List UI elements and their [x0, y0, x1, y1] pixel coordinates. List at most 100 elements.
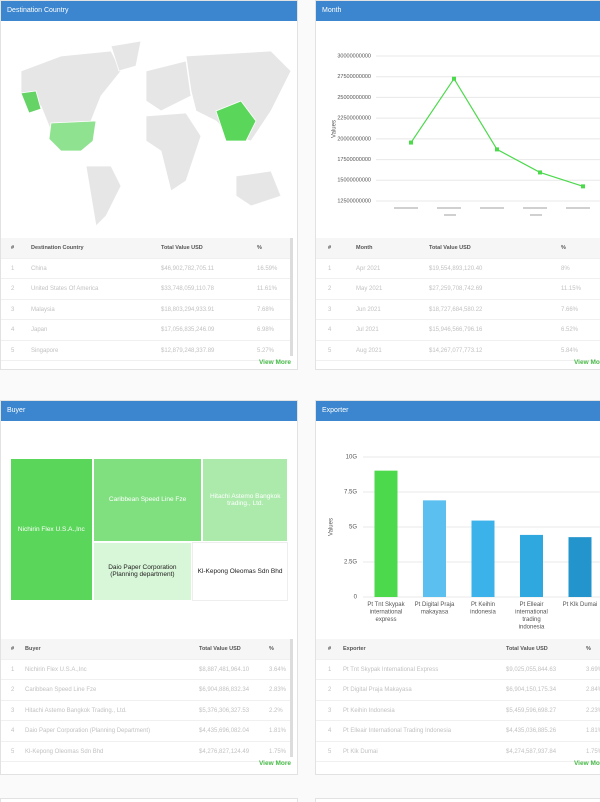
table-cell: $27,259,708,742.69	[429, 286, 483, 292]
table-cell: Jun 2021	[356, 306, 381, 313]
table-cell: Hitachi Astemo Bangkok Trading., Ltd.	[25, 707, 127, 714]
table-row: 3 Pt Keihin Indonesia $5,459,596,698.27 2.2…	[316, 701, 600, 721]
continent	[145, 60, 192, 112]
x-tick-placeholder	[566, 207, 590, 209]
treemap-label: Nichirin Flex U.S.A.,Inc	[17, 526, 85, 533]
table-cell: 2	[328, 286, 332, 292]
table-cell: 7.66%	[561, 306, 579, 313]
treemap-cell: Hitachi Astemo Bangkok trading., Ltd.	[202, 458, 288, 542]
table-row: 5 Singapore $12,879,248,337.89 5.27%	[1, 341, 291, 361]
table-cell: Apr 2021	[356, 265, 381, 272]
highlighted-country	[20, 90, 42, 114]
table-cell: Pt Elleair International Trading Indones…	[343, 728, 452, 734]
y-tick-label: 0	[354, 595, 358, 601]
column-header: Total Value USD	[429, 245, 471, 251]
table-cell: Singapore	[31, 347, 59, 354]
x-tick-placeholder	[437, 207, 461, 209]
y-axis-label: Values	[332, 120, 338, 138]
highlighted-country	[215, 100, 257, 142]
table-cell: 1	[328, 265, 332, 272]
table-row: 3 Jun 2021 $18,727,684,580.22 7.66%	[316, 300, 600, 320]
table-cell: $4,435,696,082.04	[199, 728, 250, 734]
bar-chart: 0 2.5G 5G 7.5G 10G Values Pt Tnt Skypak interna…	[329, 455, 600, 630]
panel-title: Buyer	[1, 401, 297, 421]
table-cell: 2.23%	[586, 707, 600, 714]
bar	[423, 500, 446, 597]
bar	[520, 534, 543, 597]
table-cell: Nichirin Flex U.S.A.,Inc	[25, 666, 87, 673]
table-cell: 3	[11, 707, 15, 714]
table-cell: 5.84%	[561, 347, 579, 354]
treemap-cell: Nichirin Flex U.S.A.,Inc	[10, 458, 93, 601]
table-cell: 2	[328, 687, 332, 693]
table-cell: 5	[328, 347, 332, 354]
table-header: # Exporter Total Value USD%	[316, 639, 600, 660]
column-header: #	[328, 245, 332, 251]
table-cell: 3.64%	[269, 666, 287, 673]
y-tick-label: 15000000000	[337, 178, 371, 184]
treemap-cell: Daio Paper Corporation (Planning departm…	[92, 541, 193, 601]
table-cell: $4,435,036,885.26	[506, 728, 557, 734]
table-cell: Pt Keihin Indonesia	[343, 707, 395, 714]
exporter-panel: Exporter # Exporter Total Value USD% 1 Pt Tn…	[315, 400, 600, 775]
panel-title: Month	[316, 1, 600, 21]
x-tick-placeholder	[530, 214, 542, 216]
point-marker	[495, 147, 499, 152]
panel-title: Destination Country	[1, 1, 297, 21]
continent	[235, 170, 282, 207]
continent	[85, 165, 122, 227]
y-tick-label: 20000000000	[337, 136, 371, 142]
treemap-cell: Kl-Kepong Oleomas Sdn Bhd	[192, 541, 288, 601]
table-cell: 8%	[561, 265, 570, 272]
table-row: 2 Pt Digital Praja Makayasa $6,904,150,175…	[316, 680, 600, 701]
column-header: Total Value USD	[199, 646, 241, 652]
y-tick-label: 27500000000	[337, 74, 371, 80]
table-row: 3 Malaysia $18,803,294,933.91 7.68%	[1, 300, 291, 320]
point-marker	[538, 170, 542, 175]
view-more-link[interactable]: View More	[258, 359, 291, 366]
table-cell: China	[31, 265, 47, 272]
x-tick-placeholder	[394, 207, 418, 209]
data-line	[410, 77, 584, 187]
table-cell: Daio Paper Corporation (Planning Departm…	[25, 728, 151, 734]
table-cell: 5.27%	[257, 347, 275, 354]
next-panel	[315, 798, 600, 802]
column-header: Buyer	[25, 646, 41, 652]
table-row: 2 Caribbean Speed Line Fze $6,904,886,832.…	[1, 680, 291, 701]
table-row: 1 China $46,902,782,705.11 16.59%	[1, 259, 291, 279]
table-cell: 3	[328, 707, 332, 714]
table-cell: Caribbean Speed Line Fze	[25, 687, 97, 693]
table-cell: Pt Klk Dumai	[343, 748, 378, 755]
bar	[374, 470, 398, 597]
table-cell: 6.52%	[561, 327, 579, 333]
y-tick-label: 25000000000	[337, 95, 371, 101]
column-header: %	[257, 245, 262, 251]
destination-panel: Destination Country # Destination Country…	[0, 0, 298, 370]
table-cell: $18,727,684,580.22	[429, 306, 483, 313]
table-row: 4 Jul 2021 $15,946,566,796.16 6.52%	[316, 320, 600, 341]
data-table: # Month Total Value USD% 1 Apr 2021 $19,554,8…	[316, 238, 600, 361]
table-cell: 2.84%	[586, 687, 600, 693]
table-cell: $4,274,587,937.84	[506, 748, 557, 755]
panel-title: Exporter	[316, 401, 600, 421]
table-cell: 1	[11, 265, 15, 272]
table-header: # Buyer Total Value USD%	[1, 639, 291, 660]
table-cell: 6.98%	[257, 327, 275, 333]
y-tick-label: 10G	[346, 455, 358, 461]
continent	[145, 112, 202, 192]
treemap-label: Caribbean Speed Line Fze	[108, 496, 187, 504]
table-row: 5 Pt Klk Dumai $4,274,587,937.84 1.75%	[316, 742, 600, 762]
table-row: 3 Hitachi Astemo Bangkok Trading., Ltd. $5…	[1, 701, 291, 721]
table-row: 2 May 2021 $27,259,708,742.69 11.15%	[316, 279, 600, 300]
view-more-link[interactable]: View More	[573, 760, 600, 767]
table-cell: 4	[328, 327, 332, 333]
view-more-link[interactable]: View More	[258, 760, 291, 767]
continent	[110, 40, 142, 72]
table-cell: $6,904,150,175.34	[506, 687, 557, 693]
view-more-link[interactable]: View More	[573, 359, 600, 366]
x-tick-placeholder	[444, 214, 456, 216]
y-tick-label: 12500000000	[337, 198, 371, 204]
table-cell: $5,376,306,327.53	[199, 707, 250, 714]
treemap-label: Hitachi Astemo Bangkok trading., Ltd.	[210, 492, 281, 507]
column-header: Total Value USD	[506, 646, 548, 652]
